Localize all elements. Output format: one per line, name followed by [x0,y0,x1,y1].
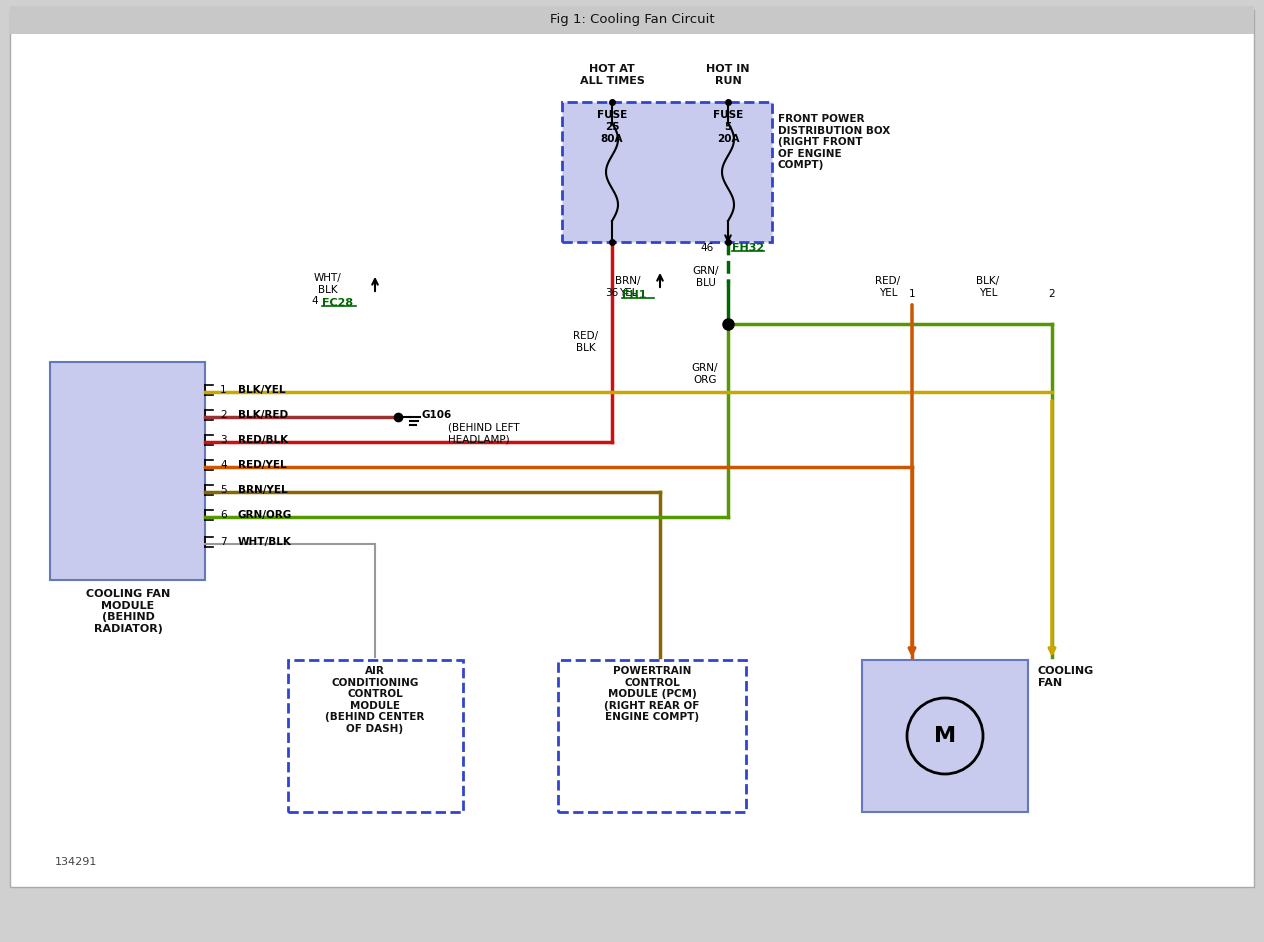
Text: COOLING FAN
MODULE
(BEHIND
RADIATOR): COOLING FAN MODULE (BEHIND RADIATOR) [86,589,171,634]
Text: BRN/
YEL: BRN/ YEL [616,276,641,298]
Text: G106: G106 [422,410,453,420]
Text: 80A: 80A [600,134,623,144]
Text: FC28: FC28 [322,298,353,308]
Text: (BEHIND LEFT
HEADLAMP): (BEHIND LEFT HEADLAMP) [447,423,520,445]
Text: 5: 5 [724,122,732,132]
Text: 2: 2 [1049,289,1055,299]
Text: FH32: FH32 [732,243,765,253]
Text: 6: 6 [220,510,226,520]
Text: 7: 7 [220,537,226,547]
Text: RED/YEL: RED/YEL [238,460,287,470]
Text: GRN/
BLU: GRN/ BLU [693,267,719,288]
Text: HOT IN
RUN: HOT IN RUN [707,64,750,86]
Bar [51,362,205,580]
Text: WHT/BLK: WHT/BLK [238,537,292,547]
Text: HOT AT
ALL TIMES: HOT AT ALL TIMES [580,64,645,86]
Text: COOLING
FAN: COOLING FAN [1038,666,1095,688]
Text: FUSE: FUSE [597,110,627,120]
Text: BLK/RED: BLK/RED [238,410,288,420]
Text: RED/BLK: RED/BLK [238,435,288,445]
Text: M: M [934,726,956,746]
Circle shape [908,698,983,774]
Bar [862,660,1028,812]
Text: GRN/ORG: GRN/ORG [238,510,292,520]
Text: 20A: 20A [717,134,739,144]
Text: 4: 4 [311,296,319,306]
Text: FH1: FH1 [622,290,646,300]
Text: 36: 36 [604,288,618,298]
Text: 25: 25 [604,122,619,132]
Text: FUSE: FUSE [713,110,743,120]
Text: 46: 46 [700,243,714,253]
Text: AIR
CONDITIONING
CONTROL
MODULE
(BEHIND CENTER
OF DASH): AIR CONDITIONING CONTROL MODULE (BEHIND … [325,666,425,734]
FancyBboxPatch shape [557,660,746,812]
Bar [10,6,1254,34]
Text: 1: 1 [909,289,915,299]
Text: 3: 3 [220,435,226,445]
Text: RED/
BLK: RED/ BLK [574,332,599,353]
Text: 134291: 134291 [56,857,97,867]
Text: BRN/YEL: BRN/YEL [238,485,288,495]
Text: FRONT POWER
DISTRIBUTION BOX
(RIGHT FRONT
OF ENGINE
COMPT): FRONT POWER DISTRIBUTION BOX (RIGHT FRON… [779,114,890,171]
Text: 4: 4 [220,460,226,470]
Text: 5: 5 [220,485,226,495]
Text: RED/
YEL: RED/ YEL [876,276,900,298]
Text: POWERTRAIN
CONTROL
MODULE (PCM)
(RIGHT REAR OF
ENGINE COMPT): POWERTRAIN CONTROL MODULE (PCM) (RIGHT R… [604,666,700,723]
FancyBboxPatch shape [562,102,772,242]
Text: WHT/
BLK: WHT/ BLK [315,273,341,295]
Text: Fig 1: Cooling Fan Circuit: Fig 1: Cooling Fan Circuit [550,13,714,26]
Text: BLK/
YEL: BLK/ YEL [976,276,1000,298]
Text: 2: 2 [220,410,226,420]
FancyBboxPatch shape [288,660,463,812]
Text: BLK/YEL: BLK/YEL [238,385,286,395]
Text: 1: 1 [220,385,226,395]
Text: GRN/
ORG: GRN/ ORG [691,364,718,384]
